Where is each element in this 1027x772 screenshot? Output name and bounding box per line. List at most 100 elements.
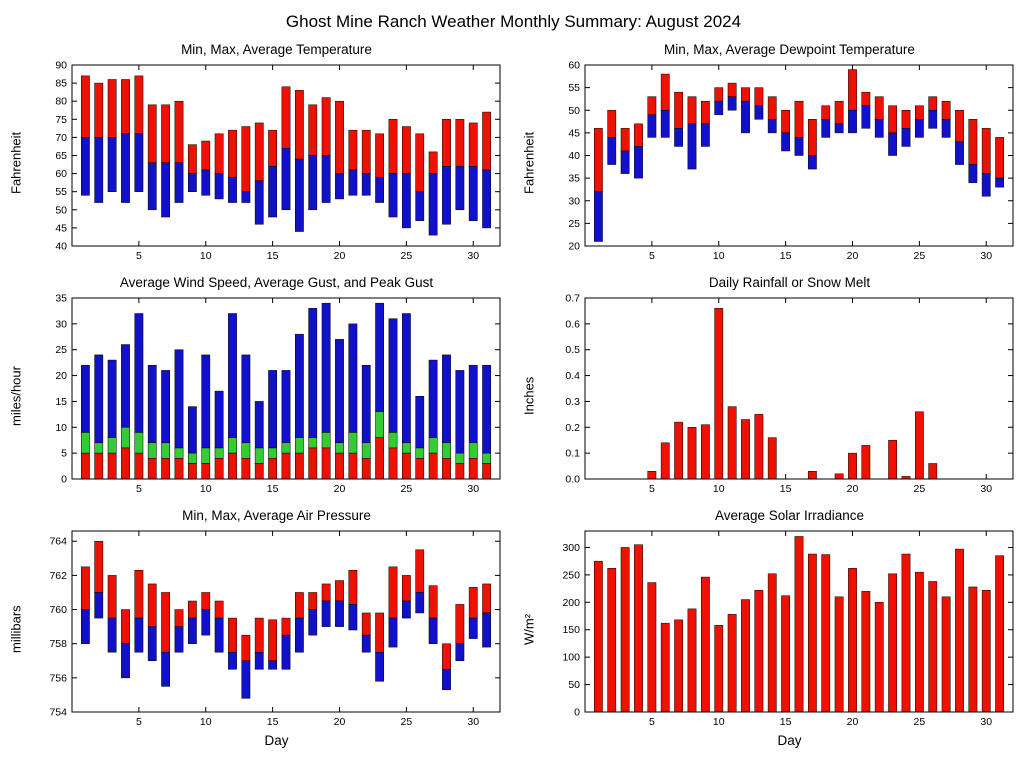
temperature-chart: 40 45 50 55 60 65 70 75 80 85 90 5 10 15 20 25 30 [55,60,501,262]
svg-text:300: 300 [562,542,580,554]
svg-text:25: 25 [914,483,926,495]
y-axis-label: Inches [521,376,537,416]
svg-text:10: 10 [713,716,725,728]
svg-text:20: 20 [334,716,346,728]
svg-text:15: 15 [267,483,279,495]
svg-text:35: 35 [55,293,67,305]
charts-grid: Min, Max, Average Temperature Fahrenheit… [0,36,1027,748]
svg-text:15: 15 [55,396,67,408]
y-axis-label: miles/hour [8,366,24,426]
svg-text:20: 20 [847,716,859,728]
chart-body: Inches 0.0 0.1 0.2 0.3 0.4 0.5 0.6 0.7 5 10 15 20 25… [519,292,1026,500]
svg-text:10: 10 [55,422,67,434]
svg-text:5: 5 [649,716,655,728]
chart-title: Average Wind Speed, Average Gust, and Pe… [119,275,434,290]
svg-text:35: 35 [568,173,580,185]
solar-chart: 0 50 100 150 200 250 300 5 10 15 20 25 30 [562,530,1014,728]
chart-body: millibars 754 756 758 760 762 764 5 10 15 20 25 30 [6,525,513,733]
svg-text:15: 15 [780,716,792,728]
svg-text:30: 30 [980,483,992,495]
svg-text:30: 30 [467,250,479,262]
svg-text:5: 5 [649,250,655,262]
svg-text:10: 10 [713,483,725,495]
chart-body: W/m² 0 50 100 150 200 250 300 5 10 15 20 25 30 [519,525,1026,733]
svg-text:10: 10 [200,483,212,495]
svg-text:0.4: 0.4 [565,370,580,382]
rainfall-chart: 0.0 0.1 0.2 0.3 0.4 0.5 0.6 0.7 5 10 15 20 25 30 [565,293,1014,495]
chart-panel-wind: Average Wind Speed, Average Gust, and Pe… [0,269,513,502]
svg-text:45: 45 [55,222,67,234]
chart-panel-solar: Average Solar Irradiance W/m² 0 50 100 150 2… [513,502,1026,748]
chart-body: miles/hour 0 5 10 15 20 25 30 35 5 10 15 20 25 30 [6,292,513,500]
svg-text:65: 65 [55,150,67,162]
svg-text:5: 5 [61,448,67,460]
svg-text:25: 25 [914,250,926,262]
svg-text:75: 75 [55,114,67,126]
svg-text:20: 20 [55,370,67,382]
svg-text:80: 80 [55,96,67,108]
y-axis-label: Fahrenheit [8,131,24,195]
svg-text:5: 5 [649,483,655,495]
svg-text:756: 756 [49,672,67,684]
svg-text:250: 250 [562,569,580,581]
chart-title: Average Solar Irradiance [714,508,865,523]
svg-text:758: 758 [49,638,67,650]
svg-text:30: 30 [467,716,479,728]
svg-text:45: 45 [568,127,580,139]
svg-text:150: 150 [562,624,580,636]
svg-text:20: 20 [847,250,859,262]
y-axis-label: millibars [8,605,24,653]
svg-text:90: 90 [55,60,67,72]
chart-panel-dewpoint: Min, Max, Average Dewpoint Temperature F… [513,36,1026,269]
svg-text:0.2: 0.2 [565,422,580,434]
svg-text:30: 30 [55,318,67,330]
x-axis-label: Day [777,733,802,748]
svg-text:20: 20 [334,250,346,262]
svg-text:70: 70 [55,132,67,144]
y-axis-label: W/m² [521,613,537,645]
x-axis-label: Day [264,733,289,748]
wind-chart: 0 5 10 15 20 25 30 35 5 10 15 20 25 30 [55,293,501,495]
svg-text:10: 10 [713,250,725,262]
chart-panel-temperature: Min, Max, Average Temperature Fahrenheit… [0,36,513,269]
svg-text:754: 754 [49,707,67,719]
svg-text:15: 15 [267,250,279,262]
svg-text:55: 55 [568,82,580,94]
svg-text:15: 15 [780,250,792,262]
svg-text:15: 15 [267,716,279,728]
svg-text:85: 85 [55,78,67,90]
y-axis-label: Fahrenheit [521,131,537,195]
pressure-chart: 754 756 758 760 762 764 5 10 15 20 25 30 [49,530,501,728]
svg-text:25: 25 [568,218,580,230]
chart-title: Daily Rainfall or Snow Melt [708,275,871,290]
chart-title: Min, Max, Average Air Pressure [182,508,371,523]
svg-text:0: 0 [61,474,67,486]
svg-text:50: 50 [568,105,580,117]
svg-text:0: 0 [574,707,580,719]
svg-text:0.3: 0.3 [565,396,580,408]
svg-text:5: 5 [136,483,142,495]
svg-text:25: 25 [55,344,67,356]
dewpoint-chart: 20 25 30 35 40 45 50 55 60 5 10 15 20 25 30 [568,60,1014,262]
chart-title: Min, Max, Average Temperature [181,42,372,57]
svg-text:20: 20 [847,483,859,495]
svg-text:100: 100 [562,652,580,664]
svg-text:55: 55 [55,186,67,198]
svg-text:0.1: 0.1 [565,448,580,460]
svg-text:30: 30 [980,250,992,262]
svg-text:764: 764 [49,536,67,548]
svg-text:762: 762 [49,570,67,582]
svg-text:20: 20 [568,241,580,253]
svg-text:30: 30 [467,483,479,495]
svg-text:200: 200 [562,597,580,609]
svg-text:25: 25 [401,250,413,262]
svg-text:5: 5 [136,250,142,262]
svg-text:10: 10 [200,716,212,728]
svg-text:25: 25 [401,483,413,495]
chart-title: Min, Max, Average Dewpoint Temperature [664,42,915,57]
svg-text:0.5: 0.5 [565,344,580,356]
svg-text:0.7: 0.7 [565,293,580,305]
svg-text:10: 10 [200,250,212,262]
chart-body: Fahrenheit 40 45 50 55 60 65 70 75 80 85 90 5 10 15 20… [6,59,513,267]
